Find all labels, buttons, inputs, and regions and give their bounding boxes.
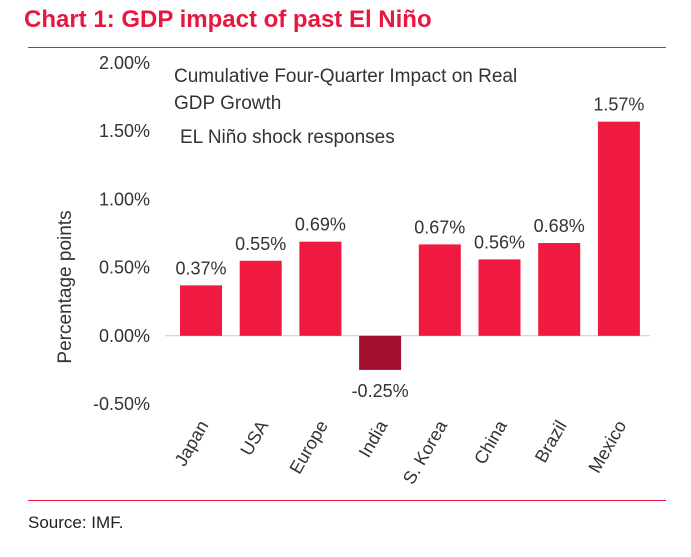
bar-chart: Cumulative Four-Quarter Impact on Real G… — [55, 53, 650, 488]
bar — [180, 285, 222, 336]
data-label: 0.55% — [235, 234, 286, 254]
data-label: 0.37% — [175, 258, 226, 278]
category-label: S. Korea — [399, 416, 452, 488]
chart-annotation-line-3: EL Niño shock responses — [180, 127, 395, 148]
category-label: USA — [236, 417, 272, 459]
y-tick-label: 1.00% — [99, 189, 150, 209]
category-labels-group: Japan USA Europe India S. Korea China Brazil Me… — [171, 416, 631, 488]
y-tick-label: 1.50% — [99, 121, 150, 141]
bars-group — [180, 121, 640, 370]
bar — [597, 121, 640, 336]
category-label: Brazil — [531, 417, 571, 466]
source-divider — [28, 500, 666, 501]
category-label: Mexico — [585, 417, 631, 476]
category-label: Europe — [286, 417, 332, 477]
data-label: 0.67% — [414, 217, 465, 237]
page-title: Chart 1: GDP impact of past El Niño — [24, 6, 432, 33]
data-label: -0.25% — [352, 381, 409, 401]
category-label: Japan — [171, 417, 213, 469]
y-tick-label: 0.00% — [99, 326, 150, 346]
category-label: India — [355, 416, 392, 461]
y-tick-label: 2.00% — [99, 53, 150, 73]
category-label: China — [470, 416, 511, 468]
data-labels-group: 0.37% 0.55% 0.69% -0.25% 0.67% 0.56% 0.68% 1.57… — [175, 95, 644, 401]
bar — [478, 259, 521, 336]
y-axis-label: Percentage points — [55, 210, 76, 363]
data-label: 0.68% — [534, 216, 585, 236]
y-tick-label: 0.50% — [99, 258, 150, 278]
data-label: 1.57% — [593, 95, 644, 115]
data-label: 0.69% — [295, 215, 346, 235]
bar — [359, 335, 402, 370]
bar — [418, 244, 461, 336]
bar — [299, 241, 342, 336]
bar — [239, 260, 282, 336]
data-label: 0.56% — [474, 232, 525, 252]
source-note: Source: IMF. — [28, 513, 124, 532]
chart-annotation-line-2: GDP Growth — [174, 93, 281, 114]
chart-annotation-line-1: Cumulative Four-Quarter Impact on Real — [174, 66, 517, 87]
y-axis-ticks: 2.00% 1.50% 1.00% 0.50% 0.00% -0.50% — [93, 53, 150, 414]
bar — [538, 243, 581, 336]
y-tick-label: -0.50% — [93, 394, 150, 414]
title-divider — [28, 47, 666, 48]
